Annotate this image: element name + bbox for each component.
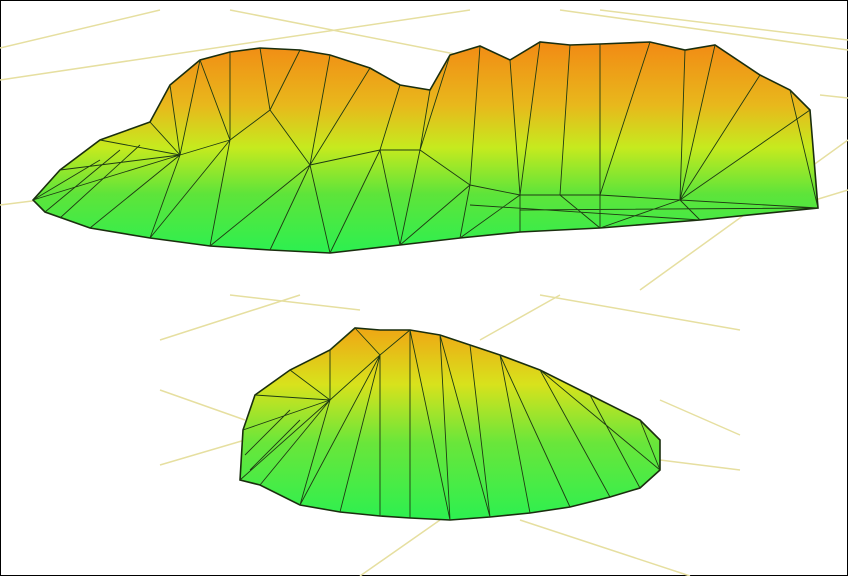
mesh-edges-large <box>32 41 819 254</box>
ground-grid <box>0 9 848 576</box>
mesh-edges-small <box>239 327 661 521</box>
terrain-mesh-large <box>31 41 819 254</box>
